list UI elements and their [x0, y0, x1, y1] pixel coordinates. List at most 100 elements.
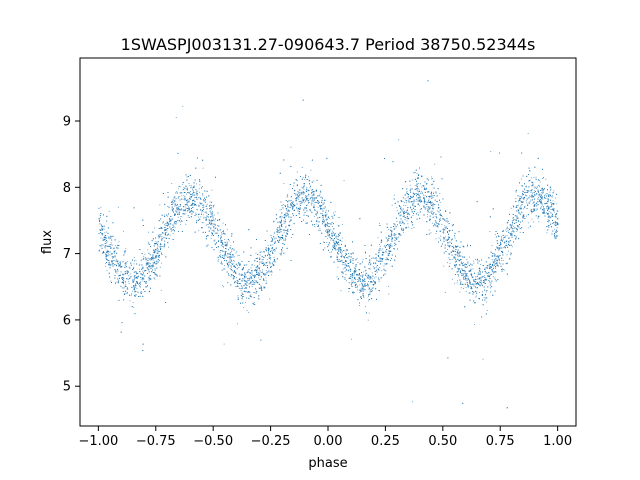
data-point — [258, 277, 260, 279]
data-point — [212, 206, 214, 208]
data-point — [144, 253, 146, 255]
data-point — [310, 193, 312, 195]
data-point — [552, 215, 554, 217]
data-point — [421, 186, 423, 188]
data-point — [262, 259, 264, 260]
data-point — [179, 223, 181, 225]
data-point — [373, 277, 375, 279]
data-point — [548, 221, 550, 223]
data-point — [334, 211, 336, 213]
data-point — [183, 210, 185, 212]
data-point — [237, 295, 239, 297]
data-point — [401, 208, 403, 210]
data-point — [155, 257, 157, 259]
data-point — [133, 263, 135, 265]
data-point — [465, 287, 467, 289]
data-point — [415, 200, 417, 202]
data-point — [369, 268, 371, 270]
data-point — [214, 244, 216, 245]
data-point — [427, 216, 428, 218]
data-point — [416, 189, 418, 191]
data-point — [426, 206, 428, 207]
data-point — [143, 255, 145, 257]
data-point — [515, 221, 517, 223]
data-point — [246, 264, 248, 266]
data-point — [135, 260, 137, 262]
data-point — [165, 237, 167, 239]
data-point — [372, 265, 374, 267]
data-point — [529, 195, 531, 197]
data-point — [250, 267, 252, 269]
data-point — [519, 207, 521, 209]
data-point — [244, 291, 246, 293]
data-point — [233, 277, 235, 279]
data-point — [311, 189, 312, 191]
data-point — [225, 248, 227, 250]
data-point — [541, 192, 543, 194]
data-point — [494, 279, 496, 280]
data-point — [302, 193, 304, 195]
data-point — [135, 277, 137, 279]
data-point — [464, 269, 465, 271]
data-point — [370, 277, 372, 279]
data-point — [233, 260, 235, 262]
data-point — [206, 203, 208, 205]
data-point — [385, 270, 387, 272]
data-point — [104, 232, 106, 234]
data-point — [406, 212, 407, 213]
data-point — [222, 284, 223, 286]
data-point — [182, 183, 183, 185]
data-point — [104, 239, 106, 240]
data-point — [376, 266, 377, 268]
data-point — [445, 236, 446, 238]
data-point — [307, 195, 309, 197]
data-point — [467, 266, 468, 268]
data-point — [439, 214, 440, 216]
data-point — [541, 206, 543, 208]
data-point — [368, 289, 370, 290]
data-point — [211, 229, 213, 231]
data-point — [245, 280, 246, 282]
data-point — [203, 200, 205, 202]
data-point — [220, 235, 222, 237]
data-point — [402, 201, 404, 202]
data-point — [110, 242, 112, 244]
data-point — [152, 259, 154, 261]
data-point — [279, 227, 281, 229]
data-point — [495, 249, 496, 251]
data-point — [219, 250, 221, 251]
data-point — [337, 266, 339, 268]
data-point — [108, 254, 110, 256]
data-point — [334, 243, 335, 245]
data-point — [403, 231, 405, 233]
data-point — [281, 209, 282, 210]
data-point — [125, 270, 127, 272]
data-point — [554, 228, 556, 230]
data-point — [99, 249, 101, 251]
data-point — [243, 307, 245, 308]
data-point — [285, 219, 286, 221]
data-point — [416, 184, 418, 186]
data-point — [347, 265, 348, 267]
data-point — [112, 257, 114, 259]
data-point — [206, 213, 208, 215]
data-point — [147, 262, 149, 264]
data-point — [139, 263, 141, 265]
data-point — [497, 261, 499, 263]
data-point — [292, 206, 294, 207]
data-point — [524, 197, 525, 199]
data-point — [338, 247, 339, 249]
data-point — [212, 215, 214, 217]
data-point — [342, 272, 344, 274]
data-point — [426, 208, 428, 210]
data-point — [477, 272, 479, 274]
data-point — [267, 251, 269, 253]
data-point — [186, 189, 188, 191]
data-point — [305, 198, 307, 200]
data-point — [320, 229, 321, 231]
data-point — [196, 194, 198, 196]
data-point — [167, 206, 169, 207]
data-point — [417, 212, 419, 214]
data-point — [331, 226, 333, 227]
data-point — [175, 214, 176, 215]
